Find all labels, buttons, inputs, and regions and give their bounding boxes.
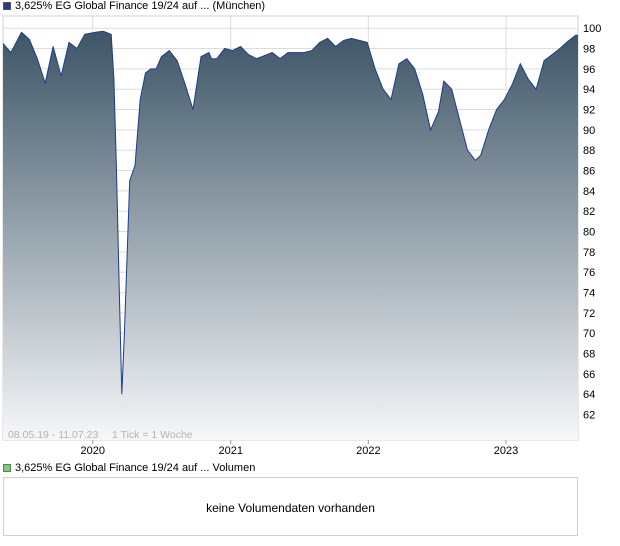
y-tick-label: 72 — [583, 308, 595, 320]
price-legend: 3,625% EG Global Finance 19/24 auf ... (… — [3, 0, 265, 13]
y-tick-label: 64 — [583, 389, 595, 401]
y-tick-label: 66 — [583, 369, 595, 381]
price-line — [2, 30, 578, 395]
y-tick-label: 68 — [583, 349, 595, 361]
y-tick-label: 62 — [583, 410, 595, 422]
y-tick-label: 96 — [583, 64, 595, 76]
price-legend-label: 3,625% EG Global Finance 19/24 auf ... (… — [15, 0, 266, 12]
x-tick-label: 2020 — [80, 445, 104, 457]
y-tick-label: 78 — [583, 247, 595, 259]
y-tick-label: 88 — [583, 145, 595, 157]
y-tick-label: 100 — [583, 23, 601, 35]
volume-empty-message: keine Volumendaten vorhanden — [206, 501, 375, 515]
x-tick-label: 2021 — [218, 445, 242, 457]
y-tick-label: 76 — [583, 267, 595, 279]
y-tick-label: 90 — [583, 125, 595, 137]
volume-legend: 3,625% EG Global Finance 19/24 auf ... V… — [3, 462, 255, 475]
y-tick-label: 98 — [583, 44, 595, 56]
volume-legend-label: 3,625% EG Global Finance 19/24 auf ... V… — [15, 462, 256, 474]
price-area — [3, 31, 578, 441]
range-text: 08.05.19 - 11.07.23 — [8, 429, 98, 441]
x-tick-label: 2023 — [494, 445, 518, 457]
y-tick-label: 74 — [583, 288, 595, 300]
y-tick-label: 82 — [583, 206, 595, 218]
y-tick-label: 92 — [583, 105, 595, 117]
volume-chart: keine Volumendaten vorhanden — [3, 477, 578, 536]
y-tick-label: 84 — [583, 186, 595, 198]
x-tick-label: 2022 — [356, 445, 380, 457]
x-axis: 2020 2021 2022 2023 — [80, 440, 518, 457]
y-tick-label: 70 — [583, 328, 595, 340]
y-tick-label: 86 — [583, 166, 595, 178]
tick-interval-text: 1 Tick = 1 Woche — [112, 429, 193, 441]
y-tick-label: 94 — [583, 84, 595, 96]
y-axis: 62 64 66 68 70 72 74 76 78 80 82 84 86 88 90 92 94 96 98 10… — [583, 23, 601, 421]
y-tick-label: 80 — [583, 227, 595, 239]
volume-legend-swatch — [3, 464, 11, 472]
price-legend-swatch — [3, 2, 11, 10]
price-chart: 62 64 66 68 70 72 74 76 78 80 82 84 86 88 90 92 94 96 98 10… — [2, 15, 601, 457]
